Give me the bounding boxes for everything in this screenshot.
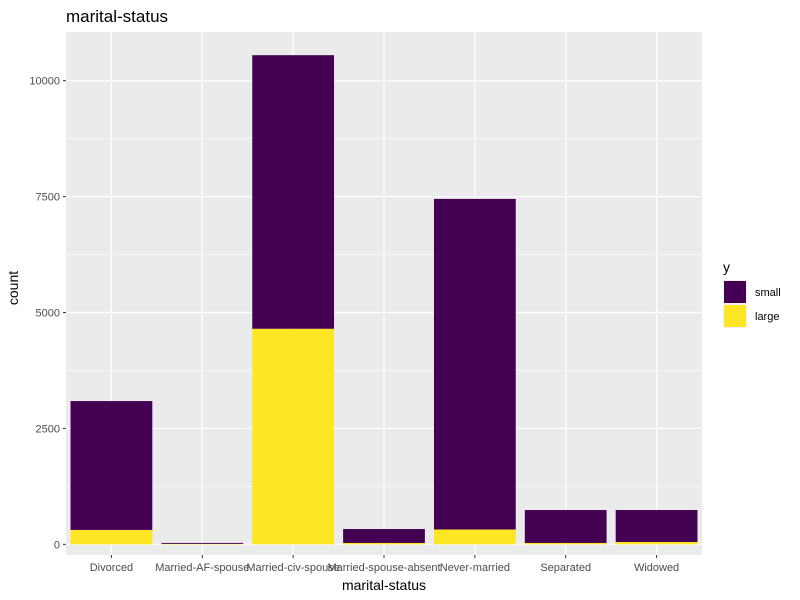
chart-title: marital-status xyxy=(66,7,168,26)
x-tick-label: Married-civ-spouse xyxy=(246,562,340,574)
bar-small-Married-AF-spouse xyxy=(161,542,244,544)
bar-large-Married-civ-spouse xyxy=(252,328,335,545)
y-axis-title: count xyxy=(5,271,21,305)
bar-small-Married-spouse-absent xyxy=(343,529,425,543)
bar-large-Divorced xyxy=(70,529,153,545)
bar-small-Never-married xyxy=(433,198,516,530)
x-tick-label: Separated xyxy=(540,562,591,574)
bar-large-Never-married xyxy=(433,529,516,545)
bar-large-Married-spouse-absent xyxy=(343,542,425,545)
bars xyxy=(70,55,698,545)
x-axis-title: marital-status xyxy=(342,577,426,593)
y-tick-label: 10000 xyxy=(29,76,60,88)
y-tick-label: 5000 xyxy=(36,308,60,320)
x-tick-label: Divorced xyxy=(90,562,133,574)
legend-key-large xyxy=(724,305,746,327)
y-axis: 0 2500 5000 7500 10000 xyxy=(29,76,66,551)
x-tick-label: Widowed xyxy=(634,562,679,574)
legend-title: y xyxy=(723,259,730,275)
legend: y small large xyxy=(723,259,781,328)
bar-small-Married-civ-spouse xyxy=(252,55,335,329)
x-axis: Divorced Married-AF-spouseMarried-civ-spo… xyxy=(90,555,679,574)
legend-key-small xyxy=(724,281,746,303)
x-tick-label: Married-AF-spouse xyxy=(155,562,249,574)
legend-label-large: large xyxy=(755,311,779,323)
bar-large-Separated xyxy=(524,542,607,545)
x-tick-label: Never-married xyxy=(440,562,510,574)
legend-label-small: small xyxy=(755,287,781,299)
y-tick-label: 2500 xyxy=(36,423,60,435)
y-tick-label: 0 xyxy=(54,539,60,551)
bar-small-Divorced xyxy=(70,401,153,530)
bar-small-Separated xyxy=(524,510,607,543)
bar-small-Widowed xyxy=(615,510,698,543)
bar-large-Widowed xyxy=(615,542,698,545)
y-tick-label: 7500 xyxy=(36,192,60,204)
x-tick-label: Married-spouse-absent xyxy=(327,562,440,574)
